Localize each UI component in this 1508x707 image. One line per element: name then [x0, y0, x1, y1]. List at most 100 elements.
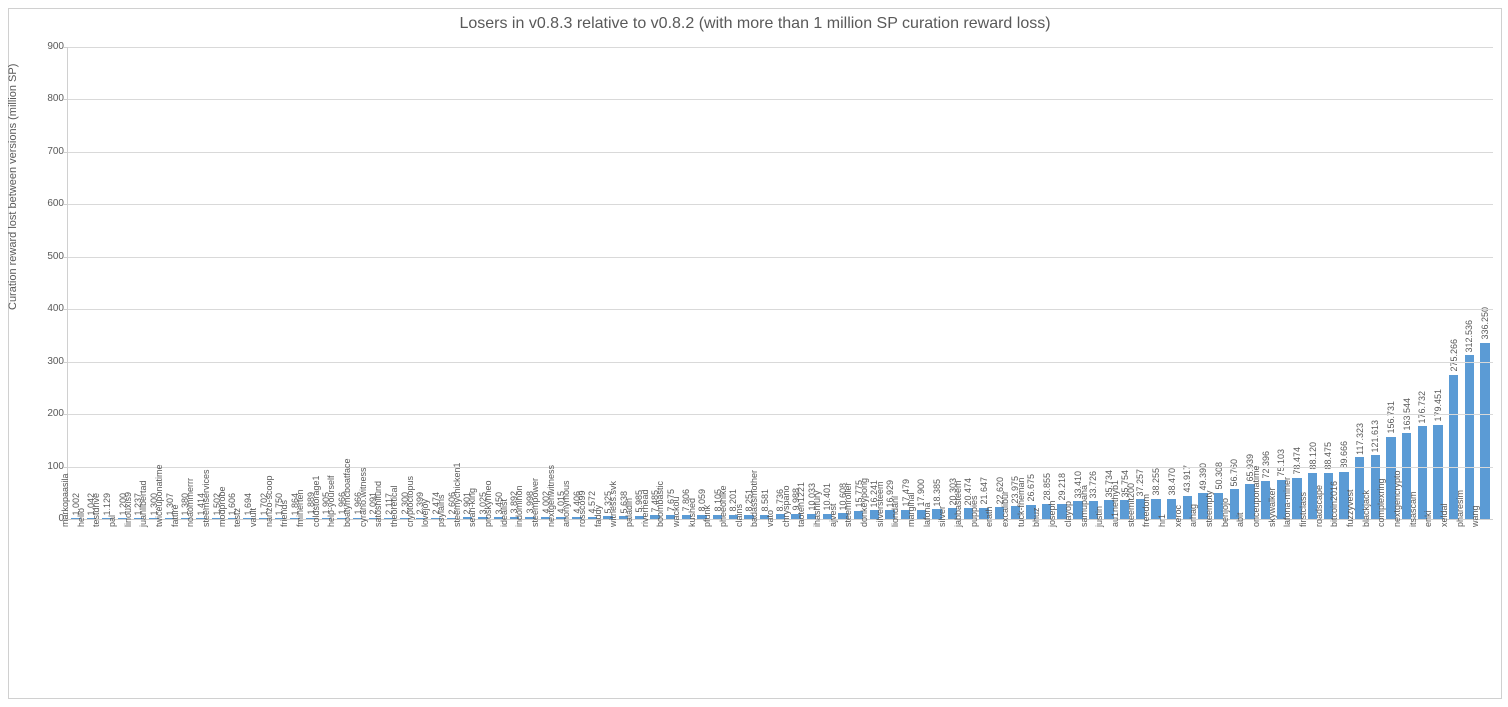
bar-slot: 4.572: [585, 47, 601, 519]
value-label: 26.675: [1026, 474, 1036, 502]
value-label: 38.470: [1167, 468, 1177, 496]
bar-slot: 38.470: [1164, 47, 1180, 519]
x-axis-label: vato: [765, 510, 775, 527]
bar-slot: 2.117: [381, 47, 397, 519]
x-axis-label: noaommerrr: [185, 478, 195, 527]
bar-slot: 1.606: [225, 47, 241, 519]
x-axis-label: ihashfury: [812, 490, 822, 527]
x-axis-label: liondani: [890, 496, 900, 527]
value-label: 29.218: [1057, 473, 1067, 501]
x-axis-label: chryspano: [781, 485, 791, 527]
bar-slot: 35.754: [1117, 47, 1133, 519]
y-axis-label: Curation reward lost between versions (m…: [7, 63, 19, 309]
x-axis-label: bhuz: [1031, 507, 1041, 527]
x-axis-label: fuzzyvest: [1345, 489, 1355, 527]
y-tick-label: 500: [30, 252, 64, 262]
bar-slot: 1.502: [209, 47, 225, 519]
bar-slot: 50.308: [1211, 47, 1227, 519]
x-axis-label: ajvest: [828, 503, 838, 527]
y-tick-label: 600: [30, 199, 64, 209]
bar-slot: 7.485: [647, 47, 663, 519]
value-label: 179.451: [1433, 389, 1443, 422]
x-axis-label: juanlibertad: [138, 480, 148, 527]
bar-slot: 275.266: [1446, 47, 1462, 519]
y-tick-label: 800: [30, 94, 64, 104]
bar-slot: 8.251: [741, 47, 757, 519]
bar-slot: 21.647: [976, 47, 992, 519]
bar-slot: 37.257: [1133, 47, 1149, 519]
x-axis-label: pheeonike: [718, 485, 728, 527]
x-axis-label: abit: [1235, 512, 1245, 527]
x-axis-label: silversteem: [875, 481, 885, 527]
y-tick-label: 100: [30, 462, 64, 472]
x-axis-label: firstclass: [1298, 492, 1308, 527]
bar-slot: 1.966: [334, 47, 350, 519]
bar-slot: 1.200: [115, 47, 131, 519]
x-axis-label: silver: [937, 506, 947, 527]
grid-line: [68, 152, 1493, 153]
x-axis-label: complexring: [1376, 478, 1386, 527]
value-label: 8.581: [760, 489, 770, 512]
bar-slot: 17.479: [898, 47, 914, 519]
x-axis-label: marginal: [906, 492, 916, 527]
bar-slot: 9.988: [788, 47, 804, 519]
value-label: 72.396: [1261, 451, 1271, 479]
bar-slot: 7.675: [663, 47, 679, 519]
value-label: 176.732: [1417, 391, 1427, 424]
bar-slot: 117.323: [1352, 47, 1368, 519]
x-axis-label: xeroc: [1173, 505, 1183, 527]
value-label: 37.257: [1135, 469, 1145, 497]
x-axis-label: fattire: [170, 504, 180, 527]
bar-slot: 43.917: [1180, 47, 1196, 519]
value-label: 56.760: [1229, 459, 1239, 487]
x-axis-label: steemychicken1: [452, 462, 462, 527]
x-axis-label: indominon: [514, 485, 524, 527]
bar-slot: 26.675: [1023, 47, 1039, 519]
grid-line: [68, 47, 1493, 48]
x-axis-label: sean-king: [467, 488, 477, 527]
x-axis-label: lovejoy: [420, 499, 430, 527]
x-axis-label: cryptoctopus: [405, 476, 415, 527]
bar-slot: 1.702: [256, 47, 272, 519]
bar-slot: 156.731: [1383, 47, 1399, 519]
bar-slot: 336.250: [1477, 47, 1493, 519]
bar-slot: 3.892: [506, 47, 522, 519]
x-axis-label: nanzo-scoop: [264, 475, 274, 527]
x-axis-label: witness.svk: [608, 481, 618, 527]
bar-slot: 28.855: [1039, 47, 1055, 519]
bar-slot: 10.608: [835, 47, 851, 519]
grid-line: [68, 309, 1493, 310]
bar-slot: 20.474: [960, 47, 976, 519]
bar-slot: 38.255: [1148, 47, 1164, 519]
bar-slot: 10.401: [820, 47, 836, 519]
x-axis-label: onceuponatime: [1251, 465, 1261, 527]
bar-slot: 56.760: [1227, 47, 1243, 519]
x-axis-label: satoshifund: [373, 481, 383, 527]
bar-slot: 33.410: [1070, 47, 1086, 519]
x-axis-label: puppies: [969, 495, 979, 527]
x-axis-label: lafona: [922, 502, 932, 527]
x-axis-label: donkeypong: [859, 478, 869, 527]
x-axis-label: markopaasila: [60, 473, 70, 527]
x-axis-label: boombastic: [655, 481, 665, 527]
bar-slot: 22.620: [992, 47, 1008, 519]
value-label: 18.385: [932, 479, 942, 507]
x-axis-label: twiceuponatime: [154, 464, 164, 527]
value-label: 33.726: [1088, 471, 1098, 499]
x-axis-label: riverhead: [640, 489, 650, 527]
chart-container: Losers in v0.8.3 relative to v0.8.2 (wit…: [8, 8, 1502, 699]
grid-line: [68, 362, 1493, 363]
bar-slot: 15.775: [851, 47, 867, 519]
x-axis-label: modprobe: [217, 486, 227, 527]
x-axis-label: paladin: [624, 498, 634, 527]
x-axis-label: testdrive: [91, 493, 101, 527]
bar-slot: 1.750: [272, 47, 288, 519]
bar-slot: 8.105: [710, 47, 726, 519]
bar-slot: 1.694: [240, 47, 256, 519]
x-axis-label: blackjack: [1361, 490, 1371, 527]
bar-slot: 5.325: [600, 47, 616, 519]
bar-slot: 8.201: [726, 47, 742, 519]
x-axis-label: clayop: [1063, 501, 1073, 527]
bar-slot: 1.129: [99, 47, 115, 519]
bar-slot: 1.966: [350, 47, 366, 519]
